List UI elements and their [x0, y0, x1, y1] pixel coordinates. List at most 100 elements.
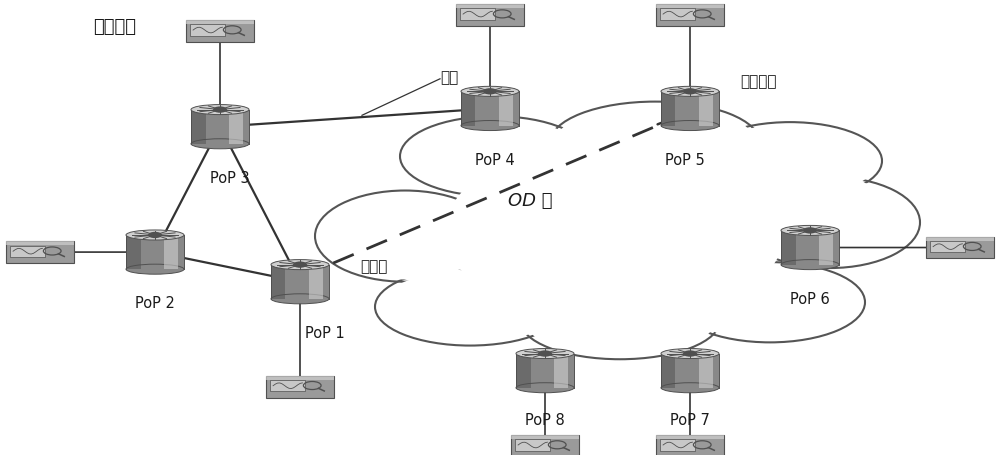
Circle shape [483, 89, 497, 95]
Ellipse shape [516, 383, 574, 393]
Circle shape [538, 351, 552, 357]
Ellipse shape [661, 121, 719, 131]
Ellipse shape [520, 282, 720, 359]
Ellipse shape [525, 284, 715, 357]
Bar [6, 242, 74, 246]
Bar [930, 242, 965, 253]
Ellipse shape [461, 121, 519, 131]
Bar [515, 440, 550, 451]
Ellipse shape [703, 125, 877, 198]
Ellipse shape [781, 260, 839, 270]
Ellipse shape [191, 105, 249, 116]
Text: PoP 5: PoP 5 [665, 152, 705, 167]
Text: 目的节点: 目的节点 [740, 75, 776, 89]
Bar [270, 380, 305, 392]
Bar [186, 21, 254, 43]
Bar [126, 236, 184, 269]
Bar [660, 10, 695, 21]
Ellipse shape [698, 123, 882, 200]
Text: 源节点: 源节点 [360, 259, 387, 273]
Ellipse shape [740, 177, 920, 268]
Bar [926, 237, 994, 241]
Bar [656, 435, 724, 439]
Text: PoP 2: PoP 2 [135, 296, 175, 311]
Bar [819, 231, 833, 265]
Ellipse shape [405, 119, 585, 195]
Ellipse shape [375, 268, 565, 346]
Ellipse shape [380, 271, 560, 344]
Ellipse shape [126, 231, 184, 240]
Ellipse shape [271, 260, 329, 270]
Ellipse shape [461, 87, 519, 97]
Ellipse shape [680, 265, 860, 340]
Bar [271, 265, 286, 299]
Bar [229, 110, 243, 145]
Ellipse shape [781, 226, 839, 236]
Ellipse shape [191, 139, 249, 149]
Bar [164, 236, 178, 269]
Bar [661, 354, 675, 388]
Bar [126, 236, 140, 269]
Bar [191, 110, 249, 145]
Bar [460, 10, 495, 21]
Bar [699, 354, 713, 388]
Ellipse shape [516, 349, 574, 359]
Bar [499, 92, 513, 126]
Bar [516, 354, 574, 388]
Ellipse shape [550, 102, 760, 184]
Bar [926, 237, 994, 259]
Text: PoP 8: PoP 8 [525, 412, 565, 427]
Bar [456, 5, 524, 9]
Bar [6, 242, 74, 263]
Text: PoP 7: PoP 7 [670, 412, 710, 427]
Circle shape [803, 228, 817, 234]
Ellipse shape [435, 136, 795, 328]
Ellipse shape [320, 193, 490, 280]
Bar [191, 110, 206, 145]
Bar [271, 265, 329, 299]
Bar [456, 5, 524, 27]
Circle shape [213, 107, 227, 113]
Bar [661, 92, 675, 126]
Bar [661, 354, 719, 388]
Ellipse shape [675, 263, 865, 343]
Bar [554, 354, 568, 388]
Bar [461, 92, 476, 126]
Bar [661, 92, 719, 126]
Ellipse shape [555, 105, 755, 182]
Circle shape [683, 351, 697, 357]
Text: OD 流: OD 流 [508, 191, 552, 209]
Bar [266, 376, 334, 380]
Text: 链路: 链路 [440, 70, 458, 85]
Bar [781, 231, 839, 265]
Ellipse shape [400, 117, 590, 197]
Text: PoP 4: PoP 4 [475, 152, 515, 167]
Bar [656, 5, 724, 27]
Bar [660, 440, 695, 451]
Circle shape [683, 89, 697, 95]
Ellipse shape [271, 294, 329, 304]
Text: PoP 3: PoP 3 [210, 171, 250, 186]
Text: PoP 6: PoP 6 [790, 291, 830, 306]
Ellipse shape [661, 383, 719, 393]
Ellipse shape [745, 180, 915, 266]
Bar [656, 435, 724, 455]
Text: PoP 1: PoP 1 [305, 325, 345, 340]
Bar [781, 231, 796, 265]
Bar [10, 246, 45, 258]
Bar [186, 21, 254, 25]
Bar [266, 376, 334, 398]
Text: 采集设备: 采集设备 [94, 18, 136, 36]
Bar [656, 5, 724, 9]
Bar [511, 435, 579, 439]
Bar [699, 92, 713, 126]
Ellipse shape [445, 141, 785, 323]
Bar [461, 92, 519, 126]
Ellipse shape [126, 264, 184, 274]
Bar [516, 354, 530, 388]
Ellipse shape [661, 349, 719, 359]
Bar [190, 25, 225, 37]
Circle shape [293, 262, 307, 268]
Circle shape [148, 233, 162, 238]
Ellipse shape [661, 87, 719, 97]
